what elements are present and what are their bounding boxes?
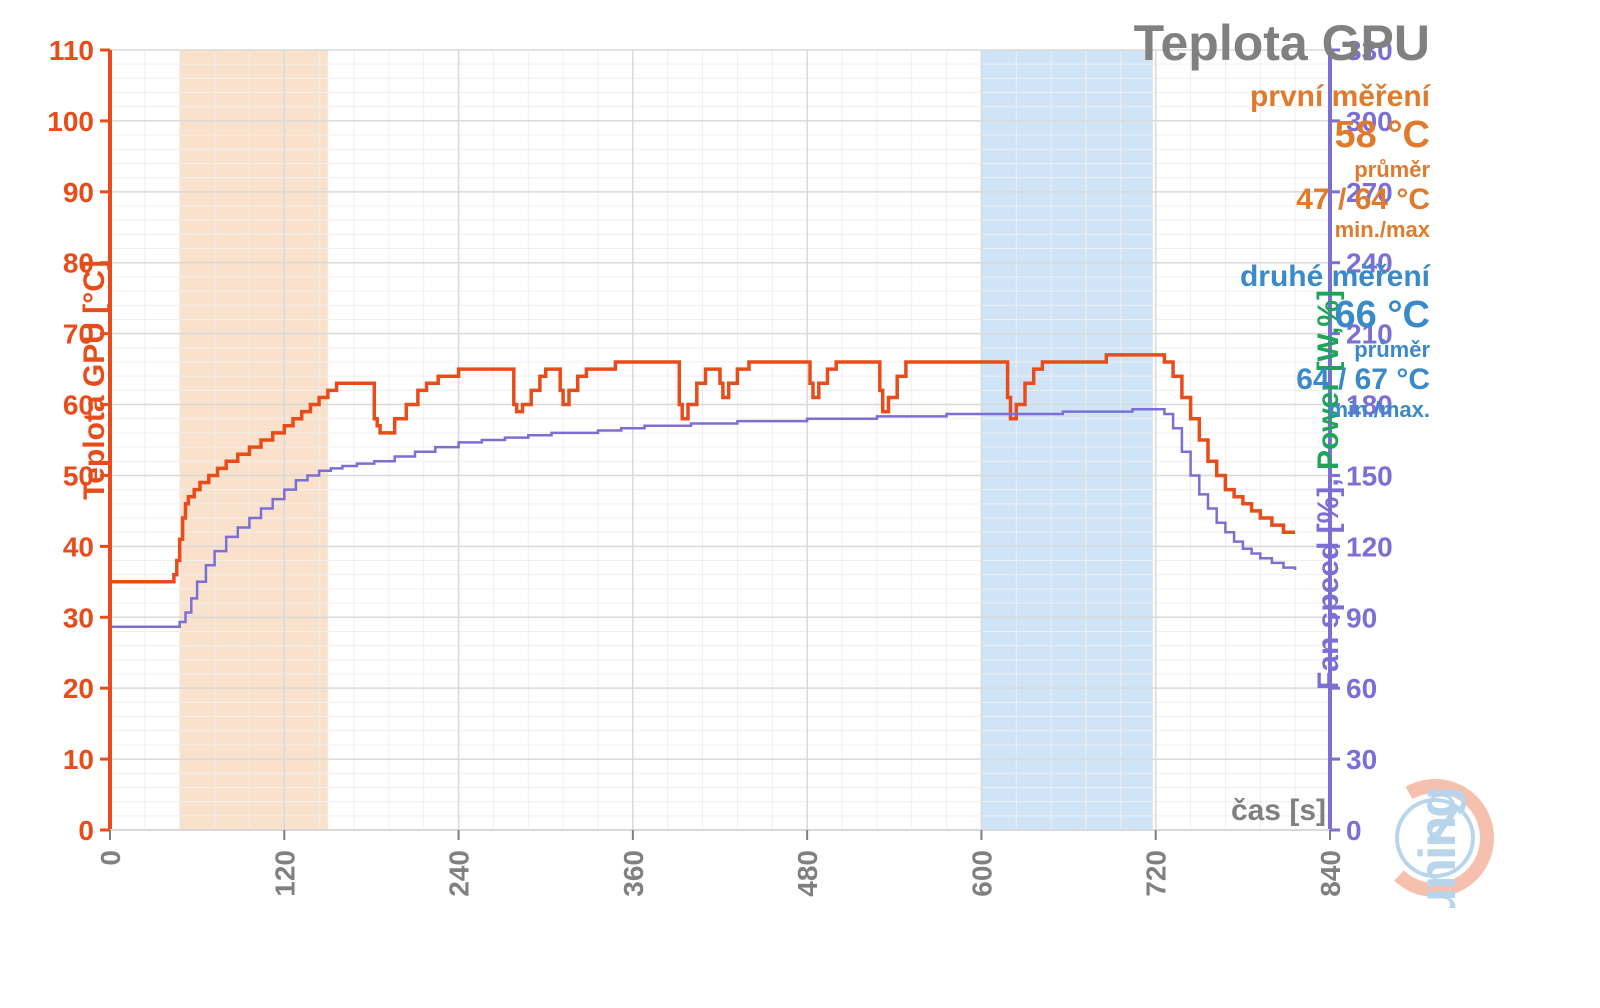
m1-title: první měření <box>1250 80 1430 114</box>
callout-m1: první měření 58 °C průměr 47 / 64 °C min… <box>1250 80 1430 243</box>
m2-avg-label: průměr <box>1240 337 1430 363</box>
x-tick-0: 0 <box>95 850 126 866</box>
yright-tick-0: 0 <box>1346 815 1362 846</box>
shade-prvni <box>180 50 328 830</box>
m2-title: druhé měření <box>1240 260 1430 294</box>
x-tick-240: 240 <box>444 850 475 897</box>
yleft-title: Teplota GPU [°C] <box>78 260 111 500</box>
yleft-tick-90: 90 <box>63 177 94 208</box>
m2-range-label: min./max. <box>1240 397 1430 423</box>
yleft-tick-40: 40 <box>63 531 94 562</box>
shade-druhe <box>981 50 1152 830</box>
chart-title-wrap: Teplota GPU <box>1134 14 1430 72</box>
m1-avg-label: průměr <box>1250 157 1430 183</box>
xaxis-title: čas [s] <box>1231 794 1326 827</box>
yright-tick-90: 90 <box>1346 602 1377 633</box>
chart-title: Teplota GPU <box>1134 15 1430 71</box>
m1-avg-value: 58 °C <box>1250 114 1430 157</box>
m2-range-value: 64 / 67 °C <box>1240 363 1430 397</box>
yright-tick-120: 120 <box>1346 531 1393 562</box>
m2-avg-value: 66 °C <box>1240 294 1430 337</box>
x-tick-480: 480 <box>792 850 823 897</box>
x-tick-600: 600 <box>966 850 997 897</box>
gpu-temp-chart: 0102030405060708090100110Teplota GPU [°C… <box>0 0 1600 1008</box>
yleft-tick-0: 0 <box>78 815 94 846</box>
yleft-tick-110: 110 <box>49 35 94 66</box>
x-tick-360: 360 <box>618 850 649 897</box>
callout-m2: druhé měření 66 °C průměr 64 / 67 °C min… <box>1240 260 1430 423</box>
x-tick-720: 720 <box>1141 850 1172 897</box>
x-tick-120: 120 <box>269 850 300 897</box>
yleft-tick-100: 100 <box>47 106 94 137</box>
x-tick-840: 840 <box>1315 850 1346 897</box>
yleft-tick-30: 30 <box>63 602 94 633</box>
yright-tick-150: 150 <box>1346 460 1393 491</box>
yright-tick-60: 60 <box>1346 673 1377 704</box>
m1-range-value: 47 / 64 °C <box>1250 183 1430 217</box>
yleft-tick-10: 10 <box>63 744 94 775</box>
m1-range-label: min./max <box>1250 217 1430 243</box>
yleft-tick-20: 20 <box>63 673 94 704</box>
yright-tick-30: 30 <box>1346 744 1377 775</box>
